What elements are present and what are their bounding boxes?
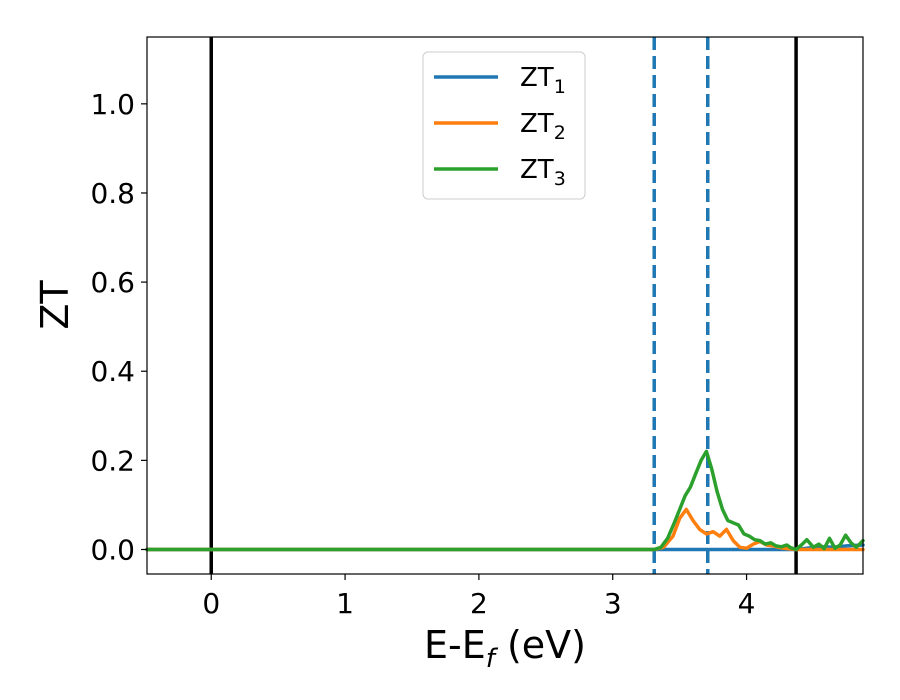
y-tick-label: 0.8	[90, 177, 135, 210]
x-axis-title: E-Ef (eV)	[424, 623, 586, 674]
x-tick-label: 0	[202, 587, 220, 620]
legend: ZT1 ZT2 ZT3	[422, 51, 586, 200]
x-tick-label: 4	[738, 587, 756, 620]
x-tick-label: 2	[470, 587, 488, 620]
y-tick-label: 1.0	[90, 88, 135, 121]
series-group	[145, 449, 865, 552]
x-tick-label: 1	[336, 587, 354, 620]
y-axis: 0.0 0.2 0.4 0.6 0.8 1.0	[90, 88, 147, 566]
y-tick-label: 0.6	[90, 266, 135, 299]
x-tick-label: 3	[604, 587, 622, 620]
y-tick-label: 0.2	[90, 444, 135, 477]
legend-label-1: ZT1	[520, 63, 566, 98]
legend-label-2: ZT2	[520, 109, 566, 144]
y-tick-label: 0.4	[90, 355, 135, 388]
series-line-3	[145, 449, 865, 552]
y-axis-title: ZT	[33, 280, 77, 330]
legend-box	[422, 51, 586, 200]
legend-label-3: ZT3	[520, 155, 566, 190]
reference-lines	[209, 37, 798, 574]
plot-frame	[146, 36, 864, 575]
y-tick-label: 0.0	[90, 533, 135, 566]
x-axis: 0 1 2 3 4	[202, 574, 755, 620]
